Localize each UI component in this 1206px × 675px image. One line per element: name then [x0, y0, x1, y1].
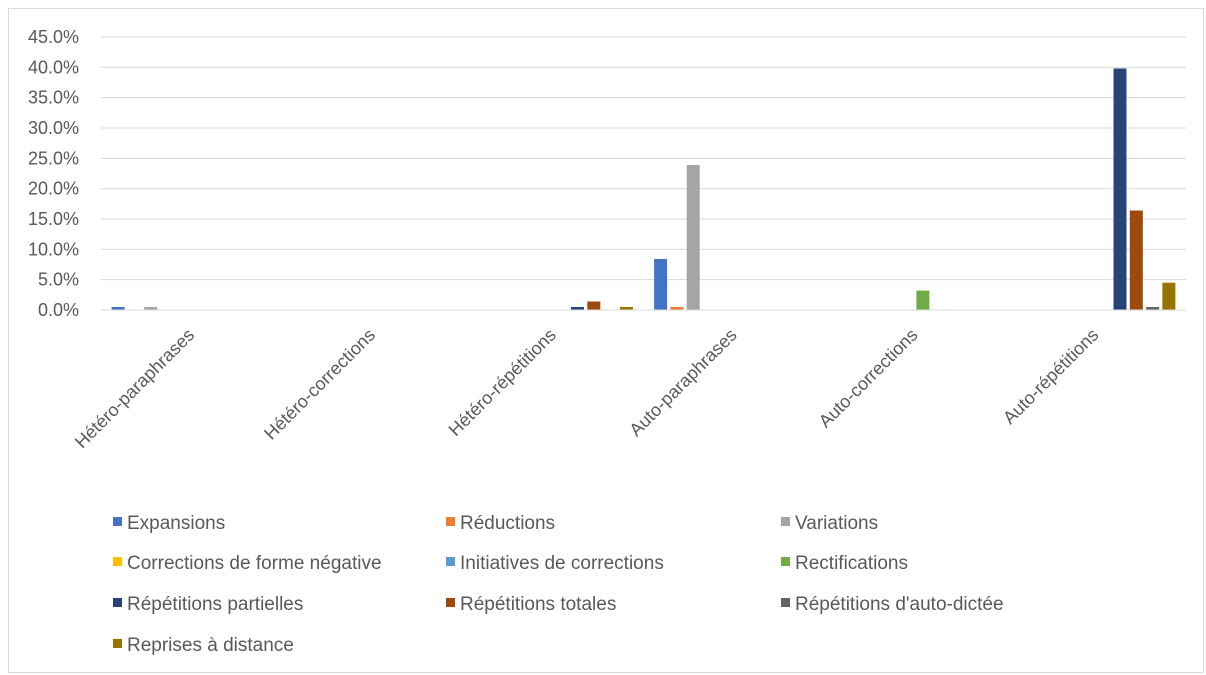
y-tick-label: 30.0% — [28, 118, 79, 138]
gridlines — [101, 36, 1186, 281]
legend-label: Répétitions d'auto-dictée — [795, 594, 1004, 615]
bar — [686, 165, 700, 310]
bar — [654, 259, 668, 310]
legend-swatch — [113, 639, 122, 648]
bar — [1113, 68, 1127, 310]
y-tick-label: 45.0% — [28, 27, 79, 47]
legend-label: Répétitions partielles — [127, 594, 303, 615]
y-tick-label: 0.0% — [38, 300, 79, 320]
legend-label: Corrections de forme négative — [127, 553, 382, 574]
legend-swatch — [781, 598, 790, 607]
x-category-label: Auto-corrections — [815, 325, 922, 432]
x-category-label: Auto-répétitions — [999, 325, 1102, 428]
bar — [111, 307, 125, 310]
y-tick-label: 35.0% — [28, 88, 79, 108]
legend-swatch — [113, 517, 122, 526]
legend-swatch — [446, 598, 455, 607]
bar — [1146, 307, 1160, 310]
y-axis-tick-labels: 0.0% 5.0% 10.0% 15.0% 20.0% 25.0% 30.0% 35.0% 40… — [28, 27, 79, 320]
legend-swatch — [781, 557, 790, 566]
legend-label: Répétitions totales — [460, 594, 616, 615]
legend-label: Rectifications — [795, 553, 908, 574]
legend-swatch — [446, 557, 455, 566]
legend-swatch — [113, 598, 122, 607]
legend-label: Initiatives de corrections — [460, 553, 664, 574]
legend: Expansions Réductions Variations Correction… — [113, 513, 1004, 656]
x-category-label: Auto-paraphrases — [625, 325, 740, 440]
bar — [1162, 282, 1176, 310]
bar — [571, 307, 584, 310]
x-category-label: Hétéro-répétitions — [445, 325, 560, 440]
legend-label: Variations — [795, 513, 878, 534]
bar-chart: 0.0% 5.0% 10.0% 15.0% 20.0% 25.0% 30.0% 35.0% 40… — [28, 27, 1186, 656]
legend-swatch — [446, 517, 455, 526]
y-tick-label: 20.0% — [28, 179, 79, 199]
chart-frame: 0.0% 5.0% 10.0% 15.0% 20.0% 25.0% 30.0% 35.0% 40… — [8, 8, 1204, 673]
y-tick-label: 15.0% — [28, 209, 79, 229]
x-category-label: Hétéro-corrections — [260, 325, 379, 444]
legend-label: Reprises à distance — [127, 635, 294, 656]
y-tick-label: 5.0% — [38, 270, 79, 290]
bar — [619, 307, 633, 310]
y-tick-label: 25.0% — [28, 148, 79, 168]
legend-swatch — [113, 557, 122, 566]
bar — [916, 290, 930, 310]
bar — [587, 301, 601, 310]
x-category-label: Hétéro-paraphrases — [71, 325, 198, 452]
legend-label: Expansions — [127, 513, 225, 534]
y-tick-label: 40.0% — [28, 57, 79, 77]
bars — [111, 68, 1176, 310]
legend-label: Réductions — [460, 513, 555, 534]
legend-swatch — [781, 517, 790, 526]
x-axis-category-labels: Hétéro-paraphrases Hétéro-corrections Hété… — [71, 325, 1103, 452]
y-tick-label: 10.0% — [28, 239, 79, 259]
bar — [1129, 210, 1143, 310]
bar — [670, 307, 684, 310]
bar — [144, 307, 158, 310]
